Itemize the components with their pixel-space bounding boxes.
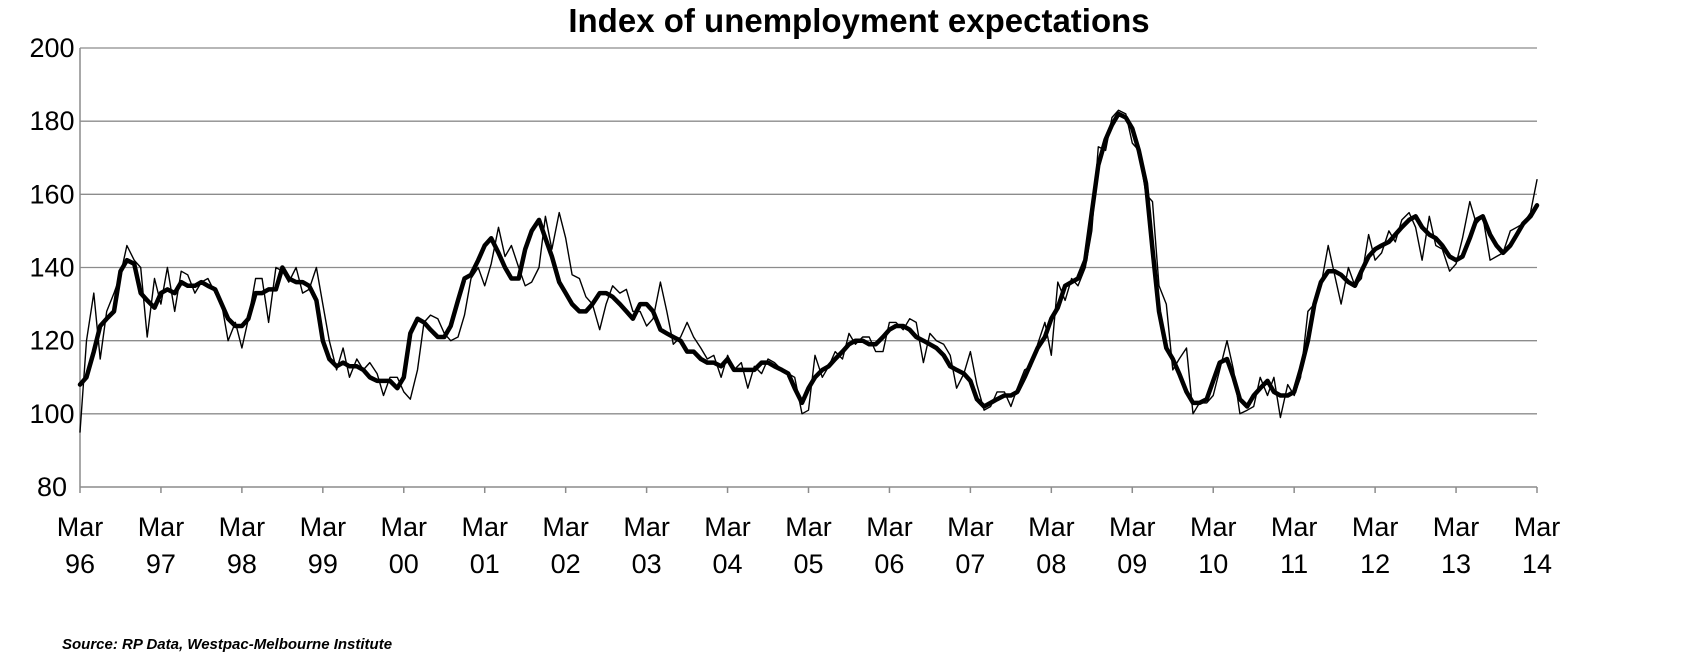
y-tick-label-100: 100 xyxy=(29,399,74,429)
x-tick-label-month: Mar xyxy=(785,512,832,542)
series-line-smoothed-trend xyxy=(77,111,1540,409)
x-tick-label-year: 11 xyxy=(1280,549,1308,579)
x-tick-label-month: Mar xyxy=(1514,512,1561,542)
x-tick-label-year: 02 xyxy=(551,549,581,579)
x-tick-label-year: 03 xyxy=(632,549,662,579)
x-tick-label-month: Mar xyxy=(461,512,508,542)
x-tick-label-year: 14 xyxy=(1522,549,1552,579)
y-tick-label-180: 180 xyxy=(29,106,74,136)
x-tick-label-year: 97 xyxy=(146,549,176,579)
x-tick-label-month: Mar xyxy=(1190,512,1237,542)
x-tick-label-month: Mar xyxy=(219,512,266,542)
x-tick-label-month: Mar xyxy=(1433,512,1480,542)
x-tick-label-year: 10 xyxy=(1198,549,1228,579)
x-tick-label-year: 07 xyxy=(955,549,985,579)
source-note: Source: RP Data, Westpac-Melbourne Insti… xyxy=(62,636,393,653)
x-tick-label-year: 09 xyxy=(1117,549,1147,579)
x-tick-label-year: 08 xyxy=(1036,549,1066,579)
x-tick-label-month: Mar xyxy=(381,512,428,542)
x-tick-label-year: 12 xyxy=(1360,549,1390,579)
grid-lines xyxy=(80,47,1537,415)
x-tick-label-year: 13 xyxy=(1441,549,1471,579)
x-tick-label-month: Mar xyxy=(947,512,994,542)
x-tick-label-month: Mar xyxy=(1352,512,1399,542)
x-tick-label-year: 98 xyxy=(227,549,257,579)
x-tick-label-month: Mar xyxy=(623,512,670,542)
y-tick-label-80: 80 xyxy=(37,472,67,502)
x-tick-label-month: Mar xyxy=(1028,512,1075,542)
x-tick-label-year: 99 xyxy=(308,549,338,579)
y-tick-label-120: 120 xyxy=(29,326,74,356)
x-tick-label-month: Mar xyxy=(300,512,347,542)
x-axis: Mar 96 Mar 97 Mar 98 Mar 99 Mar 00 Mar 01 Mar 02 Mar 03… xyxy=(57,48,1561,579)
x-tick-label-year: 96 xyxy=(65,549,95,579)
x-tick-label-month: Mar xyxy=(542,512,589,542)
x-tick-label-month: Mar xyxy=(1271,512,1318,542)
x-tick-label-month: Mar xyxy=(704,512,751,542)
y-axis-ticks: 80 100 120 140 160 180 200 xyxy=(29,33,74,502)
x-tick-label-month: Mar xyxy=(57,512,104,542)
series-group xyxy=(77,109,1540,433)
x-tick-label-year: 00 xyxy=(389,549,419,579)
y-tick-label-200: 200 xyxy=(29,33,74,63)
x-tick-label-year: 06 xyxy=(874,549,904,579)
x-tick-label-year: 04 xyxy=(713,549,743,579)
x-tick-label-year: 05 xyxy=(793,549,823,579)
chart-title: Index of unemployment expectations xyxy=(568,2,1149,39)
y-tick-label-160: 160 xyxy=(29,179,74,209)
y-tick-label-140: 140 xyxy=(29,253,74,283)
x-tick-label-year: 01 xyxy=(470,549,500,579)
series-line-monthly-index xyxy=(79,109,1538,433)
x-tick-label-month: Mar xyxy=(138,512,185,542)
x-tick-label-month: Mar xyxy=(1109,512,1156,542)
x-tick-label-month: Mar xyxy=(866,512,913,542)
